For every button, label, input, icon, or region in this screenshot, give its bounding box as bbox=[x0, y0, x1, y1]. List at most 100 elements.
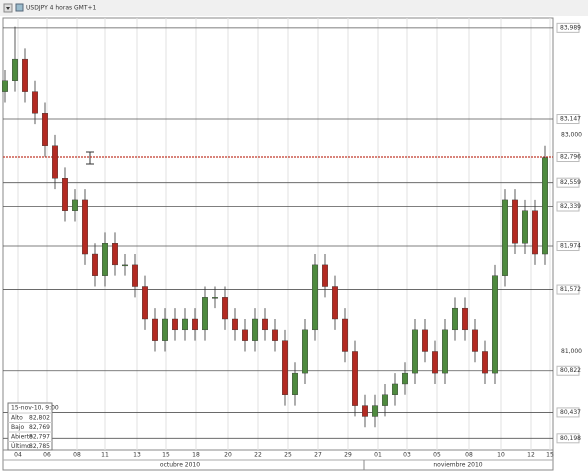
candle-body bbox=[302, 329, 308, 374]
candle-body bbox=[262, 318, 268, 331]
candle-body bbox=[412, 329, 418, 374]
level-label-box bbox=[556, 365, 580, 376]
symbol-icon bbox=[15, 3, 24, 12]
candle-body bbox=[152, 318, 158, 341]
info-frame bbox=[7, 402, 53, 451]
info-value: 82,769 bbox=[29, 424, 50, 431]
candle-body bbox=[382, 394, 388, 406]
cursor bbox=[86, 151, 94, 165]
candle-body bbox=[62, 178, 68, 211]
candle-body bbox=[322, 264, 328, 287]
candle-body bbox=[22, 58, 28, 92]
x-tick-label: 18 bbox=[192, 452, 200, 459]
candle-body bbox=[202, 297, 208, 331]
level-label: 83,147 bbox=[560, 116, 581, 123]
level-label-box bbox=[556, 177, 580, 188]
candle-body bbox=[242, 329, 248, 341]
candle-body bbox=[442, 329, 448, 374]
candle-body bbox=[192, 318, 198, 331]
info-value: 82,785 bbox=[29, 443, 50, 450]
info-key: Bajo bbox=[11, 424, 24, 431]
level-label: 80,437 bbox=[560, 409, 581, 416]
candle-body bbox=[212, 297, 218, 299]
candle-body bbox=[42, 113, 48, 146]
candle-body bbox=[432, 351, 438, 374]
x-tick-label: 08 bbox=[73, 452, 81, 459]
info-key: Abierto bbox=[11, 434, 33, 441]
candle-body bbox=[252, 318, 258, 341]
candle-body bbox=[92, 253, 98, 276]
level-label-box bbox=[556, 201, 580, 212]
candle-body bbox=[472, 329, 478, 352]
candle-body bbox=[502, 199, 508, 276]
chart-title[interactable]: USDJPY 4 horas GMT+1 bbox=[26, 5, 97, 12]
candle-body bbox=[72, 199, 78, 211]
x-tick-label: 06 bbox=[43, 452, 51, 459]
info-date: 15-nov-10, 9:00 bbox=[11, 405, 59, 412]
candle-body bbox=[222, 297, 228, 320]
candle-body bbox=[82, 199, 88, 255]
x-tick-label: 13 bbox=[133, 452, 141, 459]
candle-body bbox=[372, 405, 378, 417]
info-key: Último bbox=[11, 443, 31, 450]
level-label: 80,822 bbox=[560, 367, 581, 374]
candle-body bbox=[342, 318, 348, 352]
candle-body bbox=[392, 383, 398, 395]
candle-body bbox=[492, 275, 498, 374]
candle-body bbox=[532, 210, 538, 255]
candle-body bbox=[452, 307, 458, 331]
x-tick-label: 12 bbox=[527, 452, 535, 459]
x-tick-label: 11 bbox=[101, 452, 109, 459]
month-label: octubre 2010 bbox=[160, 462, 200, 469]
level-label-box bbox=[556, 284, 580, 295]
candle-body bbox=[112, 243, 118, 266]
x-tick-label: 05 bbox=[433, 452, 441, 459]
x-tick-label: 04 bbox=[14, 452, 22, 459]
candle-body bbox=[182, 318, 188, 331]
level-label-box bbox=[556, 241, 580, 252]
candle-body bbox=[512, 199, 518, 244]
candle-body bbox=[542, 157, 548, 255]
candle-body bbox=[142, 286, 148, 320]
x-tick-label: 15 bbox=[546, 452, 554, 459]
level-label: 81,572 bbox=[560, 286, 581, 293]
candle-body bbox=[362, 405, 368, 417]
candle-body bbox=[282, 340, 288, 395]
candle-body bbox=[162, 318, 168, 341]
info-value: 82,802 bbox=[29, 415, 50, 422]
level-label-box bbox=[556, 407, 580, 418]
toolbar bbox=[0, 0, 588, 16]
month-label: noviembre 2010 bbox=[433, 462, 482, 469]
candle-body bbox=[482, 351, 488, 374]
candle-body bbox=[272, 329, 278, 341]
level-label: 83,989 bbox=[560, 24, 581, 31]
candle-body bbox=[122, 264, 128, 267]
menu-arrow bbox=[6, 7, 10, 10]
candle-body bbox=[352, 351, 358, 406]
candle-body bbox=[12, 58, 18, 81]
info-value: 82,797 bbox=[29, 434, 50, 441]
x-tick-label: 03 bbox=[403, 452, 411, 459]
level-label-box bbox=[556, 114, 580, 125]
level-label: 80,198 bbox=[560, 435, 581, 442]
candle-body bbox=[402, 372, 408, 385]
level-label: 82,559 bbox=[560, 179, 581, 186]
level-label: 82,339 bbox=[560, 203, 581, 210]
x-tick-label: 08 bbox=[465, 452, 473, 459]
candle-body bbox=[332, 286, 338, 320]
candle-body bbox=[422, 329, 428, 352]
candle-body bbox=[462, 307, 468, 331]
x-tick-label: 27 bbox=[314, 452, 322, 459]
x-tick-label: 01 bbox=[374, 452, 382, 459]
candle-body bbox=[292, 372, 298, 395]
candle-body bbox=[32, 91, 38, 114]
x-tick-label: 20 bbox=[224, 452, 232, 459]
candle-body bbox=[102, 243, 108, 276]
candle-body bbox=[312, 264, 318, 331]
info-box: 15-nov-10, 9:00 Alto 82,802 Bajo 82,769 Abier… bbox=[7, 402, 59, 451]
level-label-box bbox=[556, 152, 580, 163]
level-label-box bbox=[556, 433, 580, 444]
candle-body bbox=[2, 80, 8, 92]
candle-body bbox=[172, 318, 178, 331]
